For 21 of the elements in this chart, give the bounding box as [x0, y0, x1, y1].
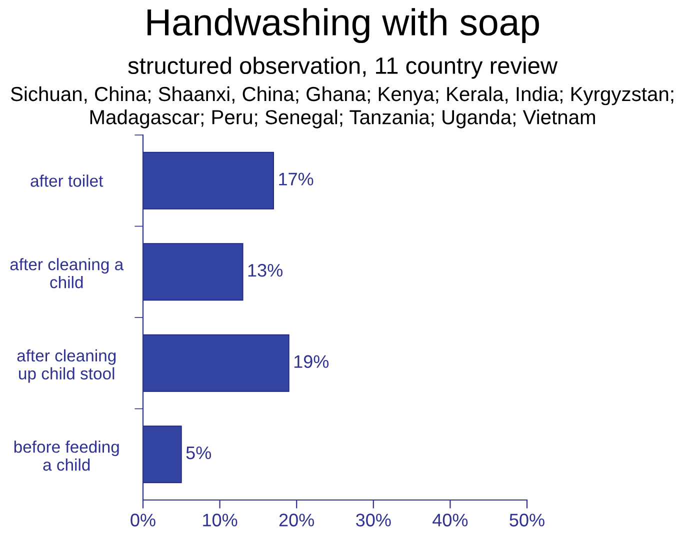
x-tick-label: 20%: [279, 514, 314, 526]
x-tick-label: 40%: [432, 514, 468, 526]
y-tick-label: after toilet: [30, 174, 104, 187]
chart-subtitle: structured observation, 11 country review: [128, 56, 558, 79]
bar: [143, 152, 274, 210]
bar: [143, 243, 244, 301]
data-label: 17%: [279, 172, 314, 186]
y-tick-label: after cleaning up child stool: [17, 349, 116, 383]
x-tick-label: 50%: [510, 514, 544, 526]
text: Sichuan, China; Shaanxi, China; Ghana; Kenya; Kerala, India; Kyrgyzstan; Madagascar; Peru; Senegal; Tanzania; Uganda; Vietnam: [10, 86, 674, 128]
x-tick-label: 10%: [203, 514, 238, 526]
bar: [143, 426, 182, 484]
x-tick-label: 30%: [356, 514, 391, 526]
data-label: 13%: [248, 264, 282, 277]
x-tick-label: 0%: [130, 514, 156, 526]
data-label: 19%: [294, 355, 329, 368]
data-label: 5%: [186, 446, 212, 460]
bar: [143, 334, 290, 392]
y-tick-label: before feeding a child: [14, 440, 119, 471]
y-tick-label: after cleaning a child: [10, 258, 124, 288]
chart-title: Handwashing with soap: [148, 8, 539, 44]
